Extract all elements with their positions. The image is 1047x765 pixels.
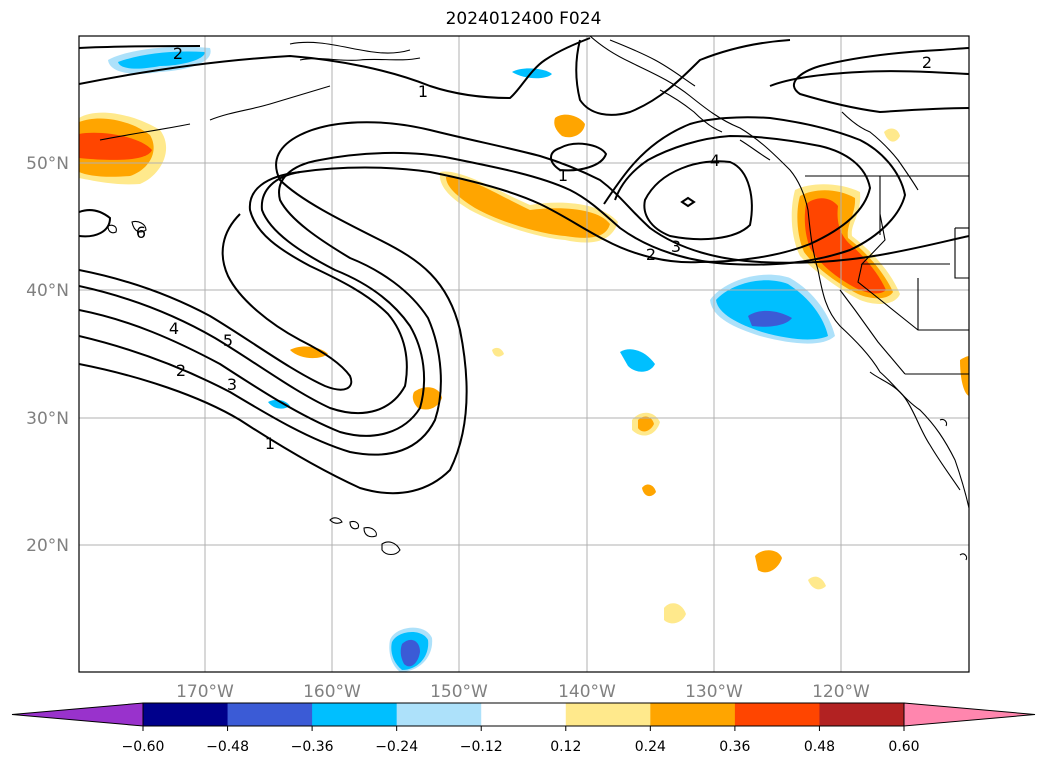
contour-label: 6	[136, 223, 146, 242]
colorbar-tick-label: −0.60	[122, 739, 165, 755]
lon-label: 120°W	[812, 682, 870, 702]
graticule	[79, 36, 969, 672]
colorbar-extend-high	[903, 702, 1036, 727]
colorbar-tick-label: −0.24	[375, 739, 418, 755]
lat-label: 40°N	[26, 281, 69, 301]
colorbar-cell	[143, 703, 229, 726]
colorbar-cell	[565, 703, 651, 726]
colorbar-tick-label: 0.24	[635, 739, 666, 755]
colorbar-tick-label: −0.48	[206, 739, 249, 755]
contour-label: 3	[227, 375, 237, 394]
colorbar-cell	[734, 703, 820, 726]
lon-labels: 170°W 160°W 150°W 140°W 130°W 120°W	[176, 682, 870, 702]
coastlines	[589, 36, 969, 509]
colorbar: −0.60 −0.48 −0.36 −0.24 −0.12 0.12 0.24 0.36 0.4…	[11, 702, 1036, 755]
map-panel: 2 1 2 1 4 2 3 6 4 5 2 3 1	[79, 36, 969, 672]
lat-labels: 50°N 40°N 30°N 20°N	[26, 154, 69, 556]
contour-label: 1	[265, 434, 275, 453]
contour-label: 2	[922, 53, 932, 72]
contour-label: 2	[646, 245, 656, 264]
lon-label: 150°W	[430, 682, 488, 702]
lon-label: 160°W	[303, 682, 361, 702]
lat-label: 50°N	[26, 154, 69, 174]
contour-label: 3	[671, 237, 681, 256]
colorbar-frame	[142, 702, 905, 727]
colorbar-cell	[396, 703, 482, 726]
colorbar-cell	[312, 703, 398, 726]
map-title: 2024012400 F024	[445, 9, 602, 29]
colorbar-tick-label: −0.12	[460, 739, 503, 755]
lat-label: 20°N	[26, 536, 69, 556]
contour-label: 2	[176, 361, 186, 380]
contour-label: 1	[418, 82, 428, 101]
contour-label-set: 2 1 2 1 4 2 3 6 4 5 2 3 1	[136, 44, 932, 453]
colorbar-tick-label: 0.36	[719, 739, 750, 755]
colorbar-tick-label: −0.36	[291, 739, 334, 755]
contour-label: 4	[169, 319, 179, 338]
colorbar-extend-low	[11, 702, 144, 727]
lat-label: 30°N	[26, 409, 69, 429]
colorbar-tick-label: 0.60	[888, 739, 919, 755]
contour-label: 5	[223, 331, 233, 350]
colorbar-cell	[650, 703, 736, 726]
colorbar-cell	[481, 703, 567, 726]
lon-label: 170°W	[176, 682, 234, 702]
colorbar-tick-label: 0.48	[804, 739, 835, 755]
contour-label: 4	[710, 151, 720, 170]
colorbar-cell	[227, 703, 313, 726]
contour-label: 1	[558, 166, 568, 185]
colorbar-tick-label: 0.12	[550, 739, 581, 755]
contour-label: 2	[173, 44, 183, 63]
contour-lines	[79, 37, 969, 495]
lon-label: 140°W	[558, 682, 616, 702]
colorbar-cell	[819, 703, 905, 726]
map-frame	[78, 35, 970, 673]
lon-label: 130°W	[685, 682, 743, 702]
